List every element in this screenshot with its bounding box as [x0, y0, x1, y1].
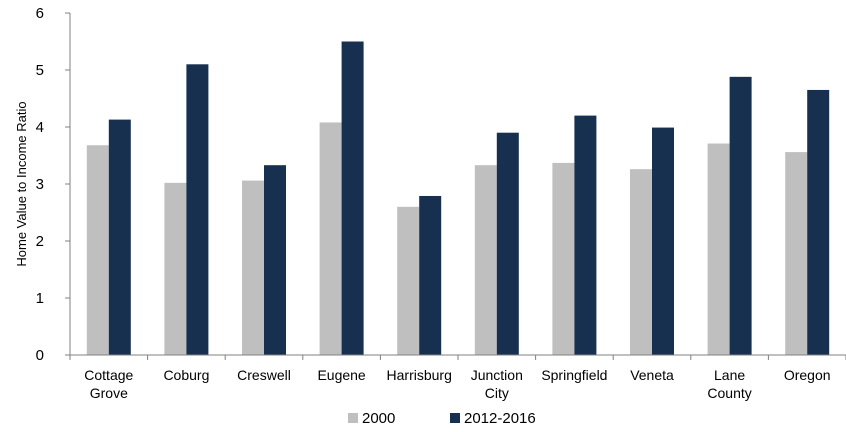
x-tick-label: Eugene	[317, 367, 365, 383]
legend: 2000 2012-2016	[348, 410, 536, 427]
bar-2012-2016-lane-county	[729, 76, 752, 355]
bar-2000-lane-county	[707, 143, 730, 355]
bar-2000-cottage-grove	[86, 145, 109, 355]
y-tick-label: 3	[36, 176, 44, 193]
x-tick-label: Creswell	[237, 367, 291, 383]
x-tick-label: Cottage Grove	[84, 367, 133, 401]
bar-2012-2016-cottage-grove	[108, 119, 131, 355]
y-tick-label: 6	[36, 5, 44, 22]
bar-2012-2016-oregon	[807, 89, 830, 355]
legend-swatch-2012-2016	[450, 413, 460, 423]
y-tick-label: 4	[36, 119, 44, 136]
bar-2000-springfield	[552, 162, 575, 355]
y-axis-ticks: 0 1 2 3 4 5 6	[36, 5, 70, 364]
category-tick-marks	[69, 355, 846, 360]
x-tick-label: Oregon	[784, 367, 831, 383]
bar-2000-coburg	[164, 182, 187, 355]
bar-2012-2016-springfield	[574, 115, 597, 355]
bar-2012-2016-eugene	[341, 41, 364, 355]
bar-2000-eugene	[319, 122, 342, 355]
y-axis-title: Home Value to Income Ratio	[14, 101, 29, 266]
y-tick-label: 2	[36, 233, 44, 250]
bar-2012-2016-veneta	[652, 127, 674, 355]
x-tick-label: Lane County	[707, 367, 751, 401]
bars	[86, 41, 830, 356]
bar-2012-2016-coburg	[186, 64, 209, 356]
bar-2000-veneta	[630, 169, 652, 355]
y-tick-label: 0	[36, 347, 44, 364]
x-axis-labels: Cottage Grove Coburg Creswell Eugene Harrisbu…	[84, 367, 830, 401]
bar-2000-oregon	[785, 152, 808, 355]
x-tick-label: Veneta	[630, 367, 674, 383]
x-tick-label: Junction City	[471, 367, 523, 401]
bar-2000-harrisburg	[397, 206, 420, 355]
x-tick-label: Harrisburg	[387, 367, 452, 383]
x-tick-label: Coburg	[163, 367, 209, 383]
bar-2012-2016-creswell	[264, 165, 286, 355]
x-tick-label: Springfield	[541, 367, 607, 383]
bar-2012-2016-junction-city	[496, 132, 519, 355]
y-tick-label: 5	[36, 62, 44, 79]
y-tick-label: 1	[36, 290, 44, 307]
legend-swatch-2000	[348, 413, 358, 423]
legend-label-2000: 2000	[362, 410, 395, 427]
bar-2000-creswell	[242, 180, 264, 355]
bar-2000-junction-city	[474, 165, 497, 355]
bar-2012-2016-harrisburg	[419, 195, 442, 355]
legend-label-2012-2016: 2012-2016	[464, 410, 536, 427]
